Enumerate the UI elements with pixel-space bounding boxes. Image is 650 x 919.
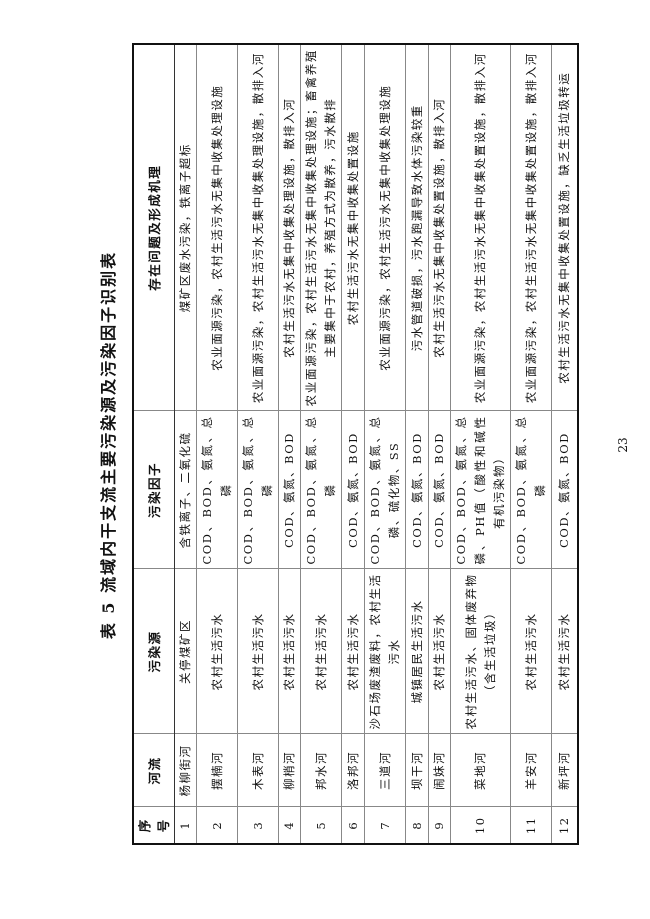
cell-problem: 农业面源污染，农村生活污水无集中收集处理设施；畜禽养殖主要集中于农村，养殖方式为…: [300, 44, 342, 411]
table-row: 4 柳梢河 农村生活污水 COD、氨氮、BOD 农村生活污水无集中收集处理设施，散排入河: [278, 44, 301, 844]
cell-no: 4: [278, 807, 301, 844]
cell-factor: COD、BOD、氨氮、总磷: [300, 411, 342, 569]
cell-source: 农村生活污水: [237, 569, 279, 734]
cell-source: 关停煤矿区: [174, 569, 197, 734]
cell-factor: COD、BOD、氨氮、总磷、PH值（酸性和碱性有机污染物）: [450, 411, 511, 569]
cell-problem: 农村生活污水无集中收集处置设施: [341, 44, 365, 411]
cell-no: 2: [196, 807, 238, 844]
cell-factor: COD、氨氮、BOD: [405, 411, 429, 569]
cell-problem: 农业面源污染，农村生活污水无集中收集处理设施: [364, 44, 406, 411]
table-title: 表 5 流域内干支流主要污染源及污染因子识别表: [99, 250, 118, 640]
cell-river: 洛邦河: [341, 734, 365, 807]
table-row: 5 邦水河 农村生活污水 COD、BOD、氨氮、总磷 农业面源污染，农村生活污水无集中收…: [300, 44, 342, 844]
table-row: 3 木表河 农村生活污水 COD、BOD、氨氮、总磷 农业面源污染，农村生活污水无集中收…: [237, 44, 279, 844]
table-row: 11 羊安河 农村生活污水 COD、BOD、氨氮、总磷 农业面源污染，农村生活污水无集中…: [510, 44, 552, 844]
table-row: 10 菜地河 农村生活污水、固体废弃物（含生活垃圾） COD、BOD、氨氮、总磷、PH…: [450, 44, 511, 844]
cell-river: 柳梢河: [278, 734, 301, 807]
cell-source: 农村生活污水: [196, 569, 238, 734]
page-number: 23: [615, 437, 630, 453]
cell-factor: COD、氨氮、BOD: [278, 411, 301, 569]
cell-source: 农村生活污水: [341, 569, 365, 734]
cell-no: 9: [428, 807, 451, 844]
cell-river: 羊安河: [510, 734, 552, 807]
cell-river: 摆楠河: [196, 734, 238, 807]
cell-problem: 污水管道破损，污水跑漏导致水体污染较重: [405, 44, 429, 411]
header-factor: 污染因子: [133, 411, 175, 569]
cell-river: 闹妹河: [428, 734, 451, 807]
cell-problem: 农村生活污水无集中收集处置设施，缺乏生活垃圾转运: [551, 44, 578, 411]
table-header-row: 序号 河流 污染源 污染因子 存在问题及形成机理: [133, 44, 175, 844]
cell-source: 农村生活污水、固体废弃物（含生活垃圾）: [450, 569, 511, 734]
cell-source: 农村生活污水: [300, 569, 342, 734]
table-row: 2 摆楠河 农村生活污水 COD、BOD、氨氮、总磷 农业面源污染，农村生活污水无集中收…: [196, 44, 238, 844]
cell-no: 3: [237, 807, 279, 844]
pollution-source-table: 序号 河流 污染源 污染因子 存在问题及形成机理 1 杨柳街河 关停煤矿区 含铁离子、…: [132, 43, 579, 845]
cell-factor: COD、氨氮、BOD: [341, 411, 365, 569]
cell-source: 农村生活污水: [278, 569, 301, 734]
cell-no: 12: [551, 807, 578, 844]
cell-factor: COD、BOD、氨氮、总磷、硫化物、SS: [364, 411, 406, 569]
cell-river: 新坪河: [551, 734, 578, 807]
cell-factor: COD、BOD、氨氮、总磷: [510, 411, 552, 569]
cell-factor: COD、氨氮、BOD: [551, 411, 578, 569]
table-row: 6 洛邦河 农村生活污水 COD、氨氮、BOD 农村生活污水无集中收集处置设施: [341, 44, 365, 844]
cell-problem: 农业面源污染，农村生活污水无集中收集处置设施，散排入河: [510, 44, 552, 411]
cell-no: 11: [510, 807, 552, 844]
cell-river: 木表河: [237, 734, 279, 807]
page-content: 表 5 流域内干支流主要污染源及污染因子识别表 序号 河流 污染源 污染因子 存…: [98, 43, 631, 845]
cell-problem: 农业面源污染，农村生活污水无集中收集处置设施，散排入河: [450, 44, 511, 411]
header-source: 污染源: [133, 569, 175, 734]
cell-river: 邦水河: [300, 734, 342, 807]
cell-no: 8: [405, 807, 429, 844]
cell-source: 农村生活污水: [428, 569, 451, 734]
cell-no: 1: [174, 807, 197, 844]
cell-source: 城镇居民生活污水: [405, 569, 429, 734]
cell-source: 农村生活污水: [551, 569, 578, 734]
header-no: 序号: [133, 807, 175, 844]
table-row: 9 闹妹河 农村生活污水 COD、氨氮、BOD 农村生活污水无集中收集处置设施，散排入河: [428, 44, 451, 844]
cell-problem: 农业面源污染，农村生活污水无集中收集处理设施: [196, 44, 238, 411]
cell-factor: 含铁离子、二氧化硫: [174, 411, 197, 569]
cell-problem: 农村生活污水无集中收集处置设施，散排入河: [428, 44, 451, 411]
cell-source: 农村生活污水: [510, 569, 552, 734]
cell-factor: COD、氨氮、BOD: [428, 411, 451, 569]
table-row: 7 三道河 沙石场废渣废料，农村生活污水 COD、BOD、氨氮、总磷、硫化物、SS 农业…: [364, 44, 406, 844]
cell-problem: 农业面源污染，农村生活污水无集中收集处理设施，散排入河: [237, 44, 279, 411]
cell-river: 菜地河: [450, 734, 511, 807]
table-row: 12 新坪河 农村生活污水 COD、氨氮、BOD 农村生活污水无集中收集处置设施，缺乏生…: [551, 44, 578, 844]
header-problem: 存在问题及形成机理: [133, 44, 175, 411]
cell-no: 5: [300, 807, 342, 844]
cell-factor: COD、BOD、氨氮、总磷: [237, 411, 279, 569]
cell-source: 沙石场废渣废料，农村生活污水: [364, 569, 406, 734]
cell-river: 坝干河: [405, 734, 429, 807]
cell-no: 10: [450, 807, 511, 844]
table-row: 1 杨柳街河 关停煤矿区 含铁离子、二氧化硫 煤矿区废水污染，铁离子超标: [174, 44, 197, 844]
header-river: 河流: [133, 734, 175, 807]
cell-no: 6: [341, 807, 365, 844]
cell-no: 7: [364, 807, 406, 844]
table-row: 8 坝干河 城镇居民生活污水 COD、氨氮、BOD 污水管道破损，污水跑漏导致水体污染较…: [405, 44, 429, 844]
cell-problem: 煤矿区废水污染，铁离子超标: [174, 44, 197, 411]
cell-river: 杨柳街河: [174, 734, 197, 807]
cell-problem: 农村生活污水无集中收集处理设施，散排入河: [278, 44, 301, 411]
cell-river: 三道河: [364, 734, 406, 807]
cell-factor: COD、BOD、氨氮、总磷: [196, 411, 238, 569]
